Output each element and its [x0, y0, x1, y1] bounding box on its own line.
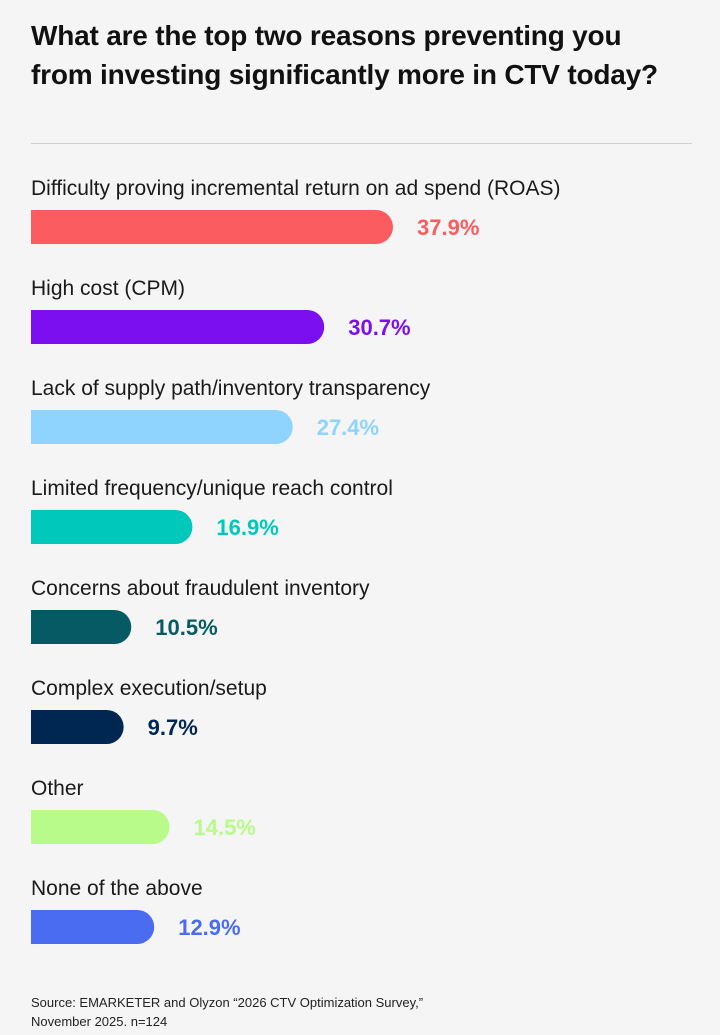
bar-left-cap [31, 310, 48, 344]
bar-left-cap [31, 510, 48, 544]
bar-left-cap [31, 910, 48, 944]
bar [31, 810, 170, 844]
category-label: Lack of supply path/inventory transparen… [31, 377, 431, 400]
category-label: Concerns about fraudulent inventory [31, 577, 370, 600]
category-label: High cost (CPM) [31, 277, 185, 300]
category-label: Other [31, 777, 84, 800]
value-label: 16.9% [216, 515, 278, 540]
bar-left-cap [31, 610, 48, 644]
value-label: 27.4% [317, 415, 379, 440]
bar-left-cap [31, 710, 48, 744]
category-label: Complex execution/setup [31, 677, 267, 700]
value-label: 10.5% [155, 615, 217, 640]
bar [31, 510, 193, 544]
category-label: Limited frequency/unique reach control [31, 477, 393, 500]
bar [31, 610, 132, 644]
value-label: 37.9% [417, 215, 479, 240]
source-line-2: November 2025. n=124 [31, 1014, 168, 1029]
category-label: Difficulty proving incremental return on… [31, 177, 561, 200]
title-divider [31, 143, 692, 144]
bar [31, 410, 293, 444]
value-label: 9.7% [148, 715, 198, 740]
bar-left-cap [31, 410, 48, 444]
value-label: 30.7% [348, 315, 410, 340]
value-label: 12.9% [178, 915, 240, 940]
bar-left-cap [31, 810, 48, 844]
bar [31, 210, 393, 244]
bar [31, 910, 155, 944]
bar-chart: Difficulty proving incremental return on… [31, 177, 561, 944]
chart-title: What are the top two reasons preventing … [31, 20, 658, 90]
bar [31, 710, 124, 744]
category-label: None of the above [31, 877, 203, 900]
source-note: Source: EMARKETER and Olyzon “2026 CTV O… [31, 993, 631, 1031]
bar-left-cap [31, 210, 48, 244]
source-line-1: Source: EMARKETER and Olyzon “2026 CTV O… [31, 995, 424, 1010]
value-label: 14.5% [193, 815, 255, 840]
bar [31, 310, 325, 344]
